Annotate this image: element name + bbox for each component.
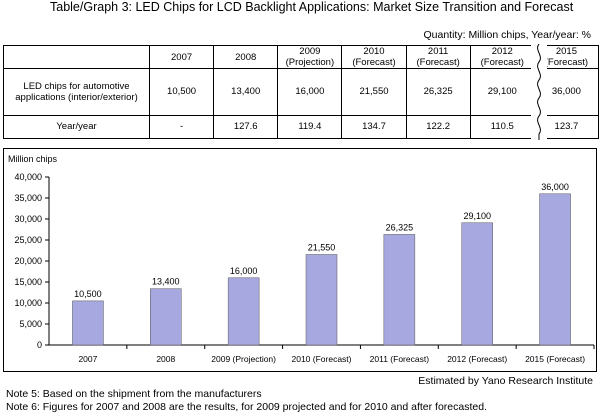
- y-tick-label: 35,000: [14, 193, 42, 203]
- table-header-2010: 2010 (Forecast): [341, 45, 407, 69]
- x-tick-label: 2012 (Forecast): [447, 354, 507, 364]
- y-tick-label: 10,000: [14, 298, 42, 308]
- note-5: Note 5: Based on the shipment from the m…: [6, 388, 262, 400]
- bar-value-label: 21,550: [308, 242, 336, 252]
- bar-value-label: 10,500: [74, 289, 102, 299]
- bar: [539, 193, 571, 346]
- table-header-2009: 2009 (Projection): [277, 45, 343, 69]
- x-tick-label: 2015 (Forecast): [525, 354, 585, 364]
- bar: [305, 254, 338, 346]
- table-row-yoy: Year/year - 127.6 119.4 134.7 122.2 110.…: [3, 114, 600, 140]
- y-tick-label: 40,000: [14, 172, 42, 182]
- bar-chart: Million chips 0 5,000 10,000 15,000 20,000 25…: [3, 148, 597, 372]
- x-tick-label: 2010 (Forecast): [292, 354, 352, 364]
- bar-value-label: 36,000: [541, 182, 569, 192]
- credit-note: Estimated by Yano Research Institute: [418, 375, 593, 387]
- bar-value-label: 13,400: [152, 277, 180, 287]
- table-cell: 127.6: [213, 114, 279, 140]
- bar-value-label: 26,325: [386, 222, 414, 232]
- y-tick-label: 5,000: [19, 319, 42, 329]
- y-axis-title: Million chips: [8, 154, 58, 164]
- table-cell: 134.7: [341, 114, 407, 140]
- table-header-2011: 2011 (Forecast): [405, 45, 471, 69]
- table-cell: -: [148, 114, 215, 140]
- table-cell: 119.4: [277, 114, 343, 140]
- y-tick-label: 30,000: [14, 214, 42, 224]
- table-cell: 21,550: [341, 68, 407, 116]
- table-header-2012: 2012 (Forecast): [469, 45, 535, 69]
- chart-plot-area: 0 5,000 10,000 15,000 20,000 25,000 30,000 35,0…: [14, 172, 595, 364]
- table-cell: 110.5: [469, 114, 535, 140]
- market-size-table: 2007 2008 2009 (Projection) 2010 (Forecast…: [3, 45, 600, 140]
- y-tick-label: 25,000: [14, 235, 42, 245]
- table-cell: 16,000: [277, 68, 343, 116]
- table-header-row: 2007 2008 2009 (Projection) 2010 (Forecast…: [3, 45, 600, 69]
- table-cell: 10,500: [148, 68, 215, 116]
- row-label-chips: LED chips for automotive applications (i…: [3, 68, 150, 116]
- x-tick-label: 2011 (Forecast): [370, 354, 430, 364]
- table-row-chips: LED chips for automotive applications (i…: [3, 68, 600, 116]
- chart-svg: Million chips 0 5,000 10,000 15,000 20,000 25…: [8, 154, 595, 364]
- note-6: Note 6: Figures for 2007 and 2008 are th…: [6, 401, 487, 413]
- bar: [227, 277, 260, 346]
- page-title: Table/Graph 3: LED Chips for LCD Backlig…: [50, 0, 574, 14]
- x-tick-label: 2008: [156, 354, 175, 364]
- y-tick-label: 0: [37, 340, 42, 350]
- bar: [461, 222, 493, 346]
- axis-break-marker: [531, 44, 547, 140]
- x-tick-label: 2009 (Projection): [211, 354, 276, 364]
- x-tick-label: 2007: [78, 354, 97, 364]
- bar: [72, 300, 104, 346]
- bar-value-label: 16,000: [230, 266, 258, 276]
- bar: [150, 288, 182, 346]
- table-cell: 122.2: [405, 114, 471, 140]
- row-label-yoy: Year/year: [3, 114, 150, 140]
- y-tick-label: 15,000: [14, 277, 42, 287]
- bar: [383, 234, 416, 346]
- bar-value-label: 29,100: [463, 211, 491, 221]
- table-corner-cell: [3, 45, 150, 69]
- y-tick-label: 20,000: [14, 256, 42, 266]
- quantity-note: Quantity: Million chips, Year/year: %: [423, 29, 592, 41]
- table-header-2008: 2008: [213, 45, 279, 69]
- table-cell: 29,100: [469, 68, 535, 116]
- table-cell: 13,400: [213, 68, 279, 116]
- table-header-2007: 2007: [148, 45, 215, 69]
- table-cell: 26,325: [405, 68, 471, 116]
